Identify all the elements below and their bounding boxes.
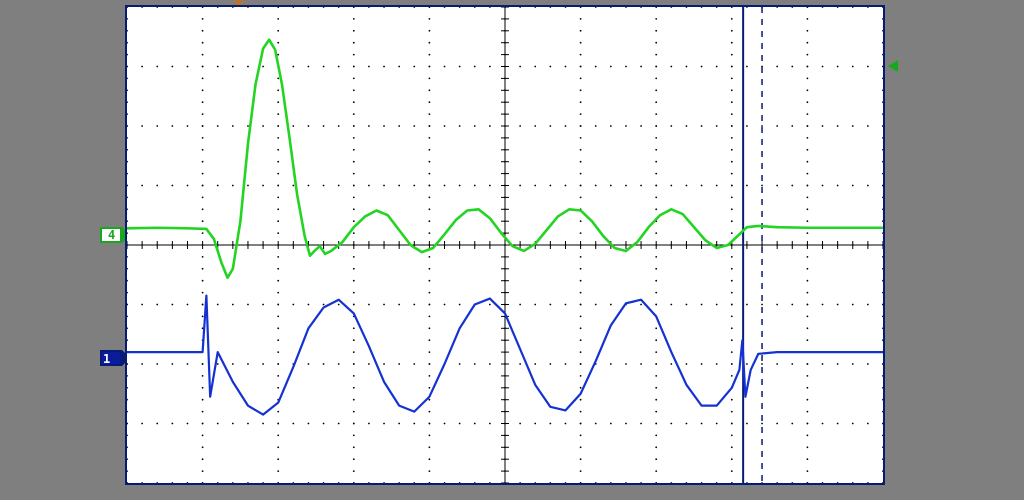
channel-4-label: 4 bbox=[108, 229, 115, 241]
channel-1-label: 1 bbox=[103, 353, 110, 365]
trigger-level-indicator-icon bbox=[888, 60, 898, 72]
scope-plot-svg bbox=[127, 7, 883, 483]
oscilloscope-display bbox=[125, 5, 885, 485]
